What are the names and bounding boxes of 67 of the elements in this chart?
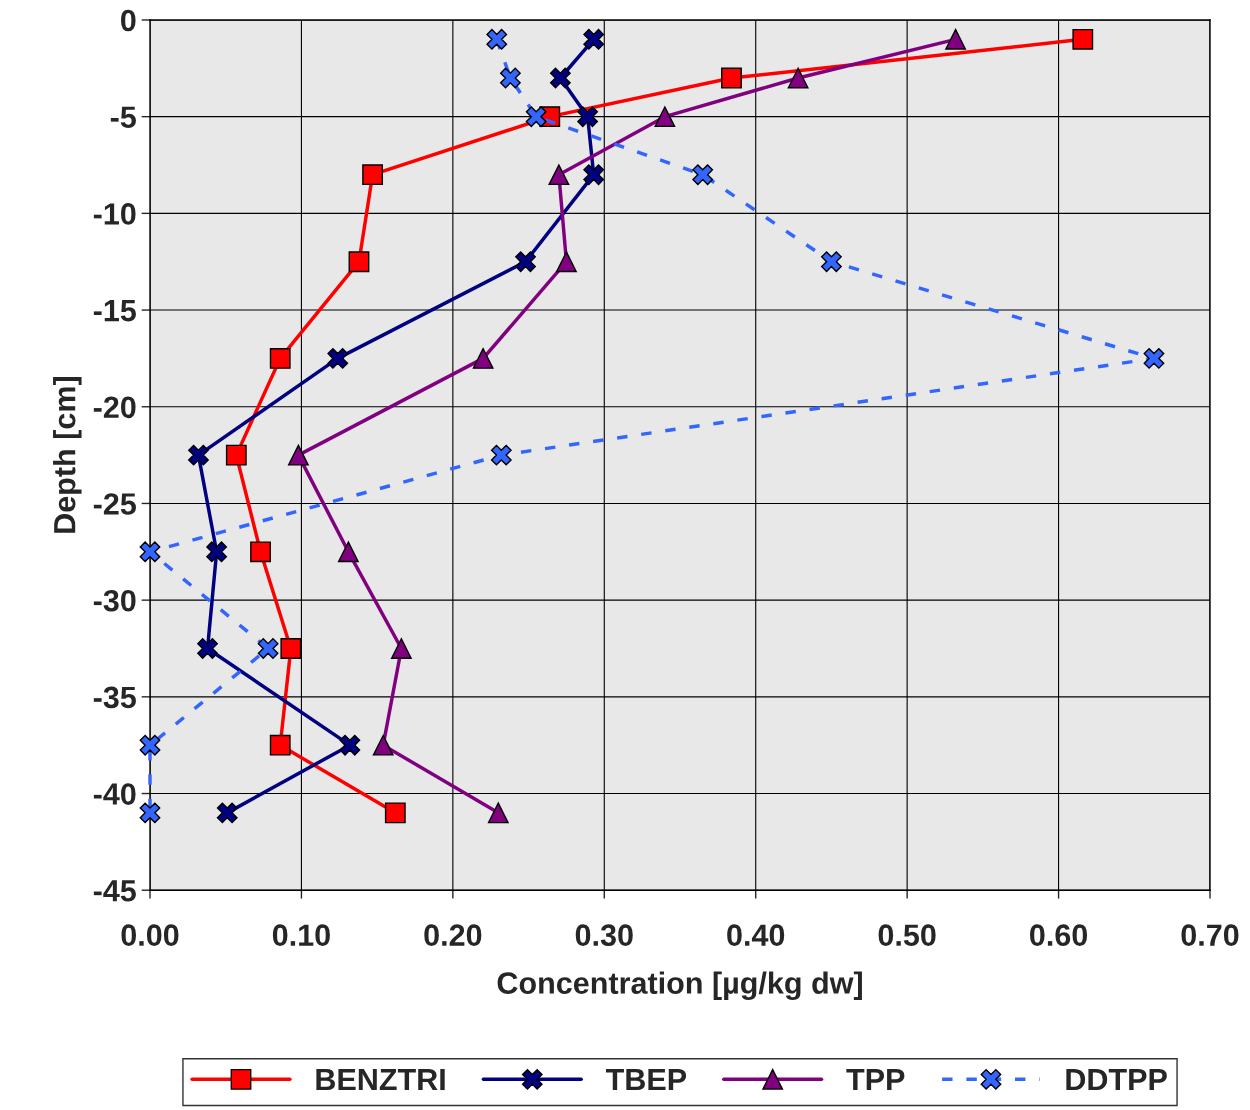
point <box>654 106 676 128</box>
point <box>487 802 509 824</box>
point <box>549 67 571 89</box>
x-tick-label: 0.20 <box>424 924 482 946</box>
point <box>280 638 302 659</box>
x-tick-label: 0.40 <box>727 924 785 946</box>
point <box>499 67 521 89</box>
y-tick-label: -45 <box>93 880 136 902</box>
point <box>1143 347 1165 369</box>
y-tick-label: -30 <box>93 589 136 612</box>
point <box>139 802 161 824</box>
y-tick-label: -35 <box>93 686 136 709</box>
point <box>337 541 359 563</box>
point <box>548 164 570 186</box>
y-tick-label: -40 <box>93 783 136 805</box>
point <box>583 164 605 186</box>
x-tick-label: 0.50 <box>878 924 936 946</box>
point <box>139 734 161 756</box>
point <box>692 164 714 186</box>
point <box>486 28 508 50</box>
y-tick-label: 0 <box>121 9 136 32</box>
point <box>384 802 406 824</box>
point <box>269 734 291 756</box>
x-tick-label: 0.60 <box>1030 924 1088 946</box>
x-tick-label: 0.10 <box>272 924 330 946</box>
point <box>787 67 809 89</box>
y-tick-label: -5 <box>110 106 136 129</box>
y-axis-title: Depth [cm] <box>53 377 82 533</box>
point <box>225 444 247 466</box>
point <box>197 638 218 659</box>
point <box>257 638 279 659</box>
legend-label: TBEP <box>605 1069 687 1091</box>
point <box>472 347 494 369</box>
y-tick-label: -15 <box>93 300 136 322</box>
x-tick-label: 0.30 <box>575 924 633 947</box>
point <box>372 734 394 756</box>
point <box>348 251 370 273</box>
x-axis-title: Concentration [µg/kg dw] <box>497 971 862 1001</box>
legend-label: DDTPP <box>1066 1069 1167 1091</box>
legend-label: TPP <box>846 1069 905 1091</box>
y-tick-label: -20 <box>93 396 136 419</box>
y-tick-label: -25 <box>93 493 136 515</box>
point <box>327 347 349 369</box>
point <box>583 28 605 50</box>
point <box>216 802 238 824</box>
point <box>206 541 228 563</box>
point <box>490 444 512 466</box>
point <box>821 251 842 273</box>
point <box>362 164 384 186</box>
point <box>525 106 547 128</box>
point <box>269 347 291 369</box>
point <box>139 541 161 563</box>
point <box>721 67 742 89</box>
point <box>339 734 361 756</box>
point <box>1072 28 1094 50</box>
point <box>515 251 536 273</box>
point <box>556 251 577 273</box>
point <box>577 106 599 128</box>
legend-label: BENZTRI <box>316 1069 445 1091</box>
point <box>945 28 967 50</box>
point <box>250 541 271 563</box>
point <box>287 444 309 466</box>
y-tick-label: -10 <box>93 203 136 225</box>
x-tick-label: 0.00 <box>121 924 179 946</box>
point <box>188 444 209 466</box>
point <box>390 638 412 659</box>
x-tick-label: 0.70 <box>1181 924 1239 946</box>
